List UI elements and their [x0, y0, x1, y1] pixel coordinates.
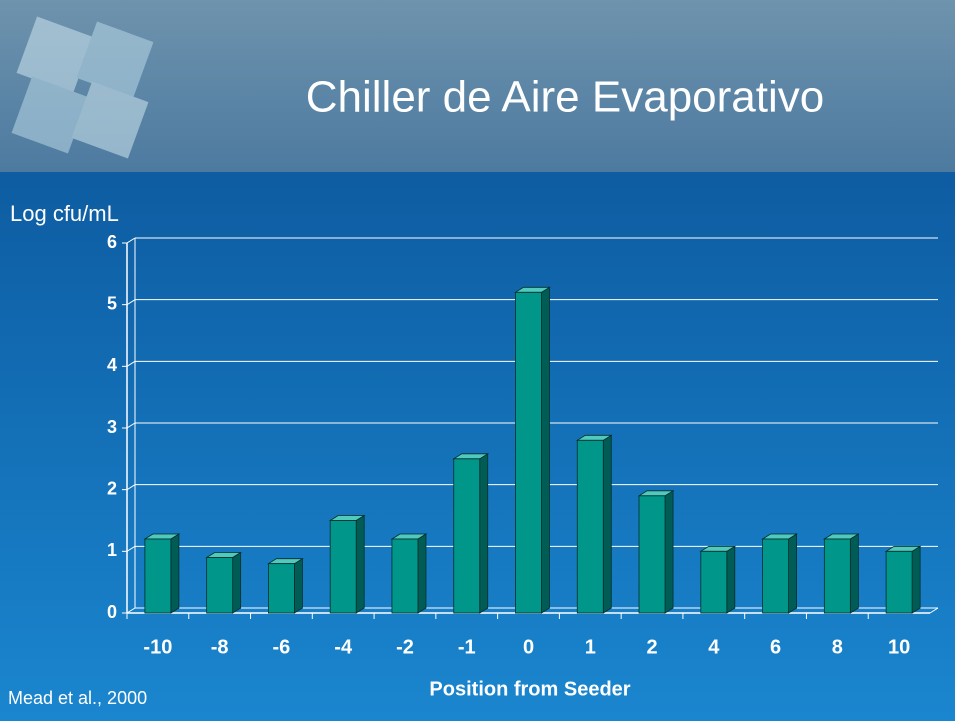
x-tick-label: 4	[708, 636, 720, 658]
grid-diagonal	[126, 545, 136, 552]
bar-side	[602, 434, 612, 614]
grid-diagonal	[126, 237, 136, 244]
y-tick-label: 5	[107, 293, 117, 313]
bar-side	[479, 453, 489, 614]
x-tick-label: 1	[585, 636, 596, 658]
chart-title: Chiller de Aire Evaporativo	[306, 73, 824, 122]
bar-side	[788, 533, 797, 614]
header-band	[0, 0, 955, 172]
bar	[515, 291, 542, 614]
bar	[391, 538, 419, 614]
bar	[823, 538, 851, 614]
x-tick-label: -8	[211, 636, 229, 658]
y-tick-label: 1	[107, 540, 117, 560]
x-tick-label: 10	[888, 636, 910, 658]
x-tick-label: -2	[396, 636, 414, 658]
bar	[206, 557, 234, 614]
bar-side	[170, 533, 180, 614]
x-tick-label: 6	[770, 636, 781, 658]
bar	[762, 538, 789, 614]
grid-diagonal	[126, 484, 136, 491]
grid-diagonal	[126, 360, 136, 367]
y-tick-label: 0	[107, 602, 117, 622]
x-tick-label: 8	[832, 636, 843, 658]
x-tick-label: 0	[523, 636, 534, 658]
bar-side	[849, 533, 859, 614]
x-axis-back	[929, 607, 939, 614]
x-tick-label: -10	[143, 636, 172, 658]
bar-side	[541, 286, 550, 614]
bar-side	[726, 545, 736, 614]
y-tick-label: 6	[107, 232, 117, 252]
bar-side	[417, 533, 427, 614]
bar	[453, 458, 481, 614]
x-axis-label: Position from Seeder	[429, 678, 630, 700]
bar	[700, 550, 728, 614]
bar-side	[355, 514, 365, 614]
x-tick-label: 2	[646, 636, 657, 658]
bar	[144, 538, 172, 614]
grid-diagonal	[126, 422, 136, 429]
grid-diagonal	[126, 607, 136, 614]
y-axis-label: Log cfu/mL	[10, 201, 119, 226]
bar-side	[232, 551, 242, 614]
x-tick-label: -4	[334, 636, 353, 658]
x-tick-label: -1	[458, 636, 476, 658]
bar	[638, 495, 666, 614]
puzzle-logo	[11, 16, 154, 159]
x-tick-label: -6	[273, 636, 291, 658]
bar	[576, 439, 604, 614]
y-tick-label: 2	[107, 478, 117, 498]
bar	[329, 520, 357, 614]
y-tick-label: 4	[107, 355, 117, 375]
bar-side	[911, 545, 921, 614]
bar-side	[294, 557, 303, 614]
bar	[885, 550, 913, 614]
source: Mead et al., 2000	[8, 688, 147, 708]
bar-side	[664, 490, 674, 614]
bar	[268, 563, 295, 614]
grid-diagonal	[126, 299, 136, 306]
y-tick-label: 3	[107, 417, 117, 437]
